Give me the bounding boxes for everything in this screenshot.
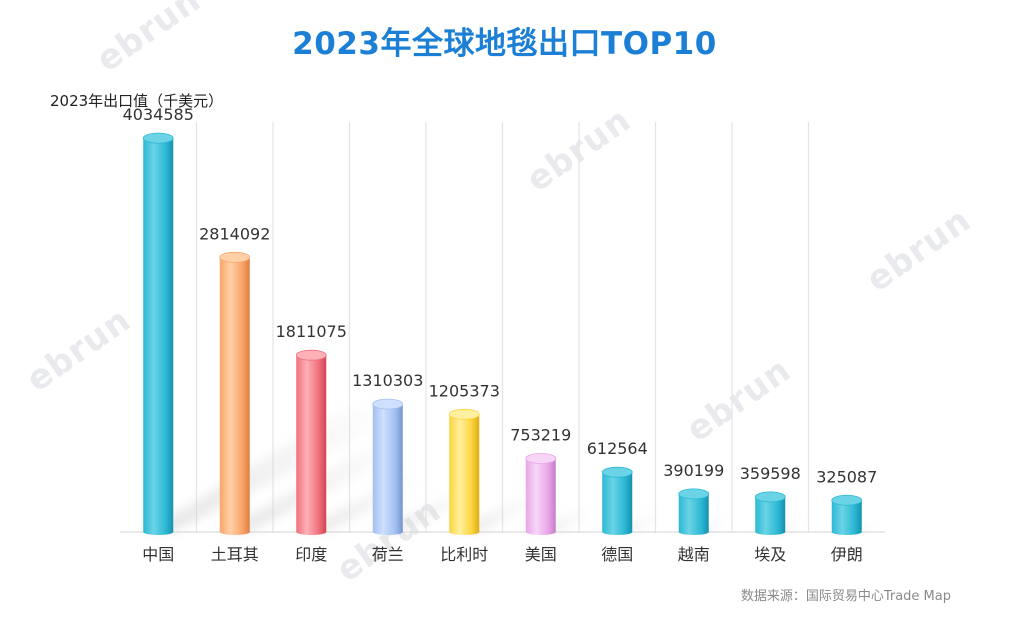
category-label: 中国	[142, 545, 174, 564]
category-label: 越南	[678, 545, 710, 564]
bar-top-8	[754, 491, 786, 503]
bar-top-5	[525, 453, 557, 464]
bar-top-1	[219, 251, 251, 263]
bar-6	[602, 472, 633, 535]
bar-4	[449, 414, 480, 535]
bar-top-0	[142, 132, 174, 144]
category-label: 德国	[601, 545, 633, 564]
bar-5	[525, 458, 556, 535]
category-label: 荷兰	[372, 545, 404, 564]
value-label: 325087	[816, 467, 877, 486]
value-label: 359598	[740, 464, 801, 483]
value-label: 753219	[510, 425, 571, 444]
chart-title: 2023年全球地毯出口TOP10	[292, 26, 717, 62]
value-label: 612564	[587, 439, 648, 458]
category-label: 印度	[295, 545, 327, 564]
bar-1	[219, 257, 250, 535]
value-label: 390199	[663, 461, 724, 480]
value-label: 4034585	[123, 105, 194, 124]
value-label: 1205373	[429, 381, 500, 400]
bar-7	[678, 493, 709, 535]
bar-top-3	[372, 398, 404, 410]
bar-top-4	[448, 408, 480, 420]
bar-top-9	[831, 494, 863, 506]
y-axis-label: 2023年出口值（千美元）	[50, 92, 224, 110]
bar-top-6	[601, 466, 633, 478]
category-label: 伊朗	[831, 545, 863, 564]
bar-3	[372, 404, 403, 535]
bar-0	[143, 138, 174, 536]
bar-2	[296, 355, 327, 535]
category-label: 美国	[525, 545, 557, 564]
bar-shadow	[145, 405, 390, 532]
bar-9	[831, 500, 862, 535]
data-source-note: 数据来源：国际贸易中心Trade Map	[740, 589, 951, 604]
category-label: 埃及	[754, 545, 786, 564]
value-label: 1811075	[276, 322, 347, 341]
value-label: 1310303	[352, 371, 423, 390]
bar-top-2	[295, 349, 327, 361]
value-label: 2814092	[199, 224, 270, 243]
category-label: 土耳其	[211, 545, 259, 564]
bar-top-7	[678, 488, 710, 500]
bar-8	[755, 496, 786, 535]
category-label: 比利时	[440, 545, 488, 564]
